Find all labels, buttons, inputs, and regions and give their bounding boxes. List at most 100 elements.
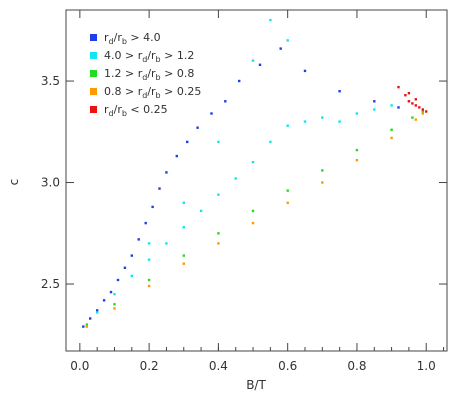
data-point-s1-12: [158, 187, 161, 190]
data-point-s5-8: [425, 110, 428, 113]
x-tick-label-1: 0.0: [70, 359, 89, 373]
data-point-s1-8: [130, 254, 133, 257]
data-point-s1-19: [238, 79, 241, 83]
legend-label-4: 0.8 > rd/rb > 0.25: [104, 85, 201, 100]
legend-label-5: rd/rb < 0.25: [104, 103, 168, 118]
data-point-s1-15: [186, 140, 189, 144]
data-point-s2-20: [269, 18, 272, 22]
data-point-s2-9: [234, 177, 237, 180]
data-point-s4-3: [147, 284, 151, 288]
y-tick-label-2: 3.0: [41, 176, 60, 190]
data-point-s3-11: [411, 116, 414, 119]
legend-swatch-5: [90, 106, 97, 113]
data-point-s2-7: [199, 209, 203, 213]
data-point-s4-5: [217, 242, 220, 245]
ticks-layer: 0.0 0.2 0.4 0.6 0.8 1.0 2.5 3.0 3.5: [41, 10, 447, 373]
data-point-s4-8: [321, 181, 324, 184]
data-point-s2-10: [251, 161, 255, 164]
data-point-s3-6: [251, 209, 255, 213]
data-point-s1-25: [397, 106, 400, 109]
x-tick-label-3: 0.4: [209, 359, 228, 373]
data-point-s2-11: [269, 140, 272, 144]
legend-label-3: 1.2 > rd/rb > 0.8: [104, 67, 194, 82]
data-point-s1-4: [102, 299, 106, 302]
legend-swatch-4: [90, 88, 97, 95]
data-point-s4-7: [286, 201, 289, 204]
data-point-s2-5: [165, 242, 168, 245]
data-point-s1-3: [96, 309, 99, 312]
data-point-s5-5: [414, 104, 417, 107]
x-tick-label-6: 1.0: [417, 359, 436, 373]
y-tick-label-1: 2.5: [41, 277, 60, 291]
data-point-s1-9: [137, 238, 140, 241]
data-point-s2-24: [182, 201, 185, 204]
data-point-s2-21: [286, 39, 289, 42]
data-point-s3-2: [113, 303, 116, 306]
data-point-s1-1: [82, 325, 85, 328]
legend-label-1: rd/rb > 4.0: [104, 31, 161, 46]
x-tick-label-2: 0.2: [140, 359, 159, 373]
data-point-s4-6: [251, 221, 255, 225]
data-point-s3-7: [286, 189, 289, 192]
data-point-s3-10: [390, 128, 393, 131]
data-point-s2-25: [147, 242, 151, 245]
data-point-s4-12: [421, 112, 424, 115]
data-point-s1-16: [196, 126, 199, 129]
plot-frame: [65, 9, 448, 352]
data-point-s1-17: [210, 112, 213, 115]
data-point-s3-8: [321, 169, 324, 172]
data-point-s2-16: [355, 112, 359, 115]
data-point-s3-5: [217, 232, 220, 235]
x-tick-label-5: 0.8: [347, 359, 366, 373]
data-point-s3-1: [85, 323, 88, 326]
data-point-s1-2: [89, 317, 92, 320]
legend: rd/rb > 4.0 4.0 > rd/rb > 1.2 1.2 > rd/r…: [90, 31, 201, 118]
data-point-s2-3: [130, 274, 133, 278]
y-tick-label-3: 3.5: [41, 74, 60, 88]
data-point-s2-18: [390, 104, 393, 107]
legend-swatch-3: [90, 70, 97, 77]
data-point-s1-13: [165, 171, 168, 174]
data-point-s2-4: [147, 258, 151, 261]
data-point-s5-1: [397, 85, 400, 89]
data-point-s5-3: [407, 100, 411, 103]
data-point-s5-2: [404, 94, 407, 97]
data-point-s2-14: [321, 116, 324, 119]
data-point-s1-6: [116, 278, 120, 282]
data-point-s4-9: [355, 159, 359, 162]
data-point-s2-22: [251, 59, 255, 62]
data-point-s2-15: [338, 120, 341, 123]
data-point-s4-1: [85, 325, 88, 328]
data-point-s2-23: [217, 140, 220, 144]
data-point-s3-3: [147, 278, 151, 282]
data-point-s1-10: [144, 221, 147, 225]
data-point-s1-14: [175, 154, 178, 158]
x-tick-label-4: 0.6: [278, 359, 297, 373]
data-point-s1-20: [258, 63, 262, 66]
data-point-s5-9: [414, 98, 417, 101]
data-point-s2-8: [217, 193, 220, 196]
data-point-s2-1: [96, 311, 99, 314]
data-point-s5-4: [411, 102, 414, 105]
x-axis-label: B/T: [246, 378, 266, 392]
data-point-s1-21: [279, 47, 282, 50]
data-point-s3-12: [421, 110, 424, 113]
data-point-s1-7: [123, 266, 127, 269]
data-point-s1-18: [224, 100, 227, 103]
legend-swatch-2: [90, 52, 97, 59]
data-point-s5-10: [407, 92, 411, 95]
data-point-s4-4: [182, 262, 185, 265]
data-point-s1-11: [151, 205, 154, 209]
data-point-s3-9: [355, 148, 359, 152]
data-point-s2-13: [303, 120, 307, 123]
data-point-s2-2: [113, 293, 116, 296]
data-point-s5-7: [421, 108, 424, 111]
data-point-s2-6: [182, 226, 185, 229]
data-point-s1-24: [373, 100, 376, 103]
y-axis-label: c: [7, 179, 21, 186]
data-point-s2-17: [373, 108, 376, 111]
legend-swatch-1: [90, 34, 97, 41]
data-point-s4-10: [390, 136, 393, 140]
points-layer: [82, 18, 428, 328]
